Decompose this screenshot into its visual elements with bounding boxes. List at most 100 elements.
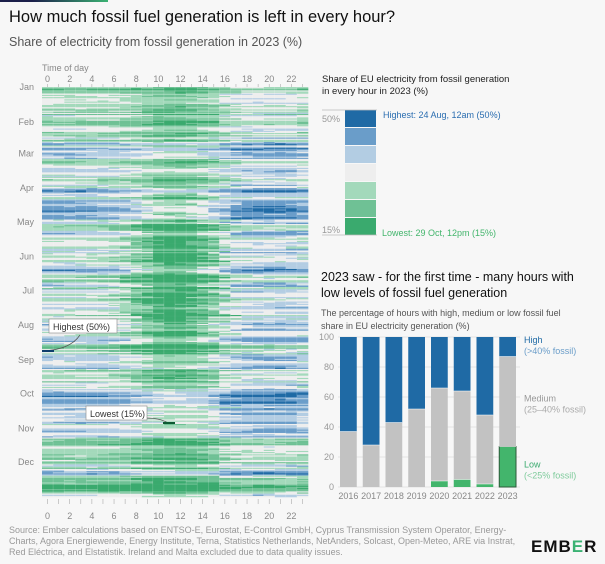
heatmap-cell xyxy=(152,225,187,227)
heatmap-cell xyxy=(163,104,187,107)
heatmap-cell xyxy=(130,107,143,109)
heatmap-cell xyxy=(86,188,98,190)
heatmap-cell xyxy=(86,371,109,373)
heatmap-cell xyxy=(219,242,231,244)
heatmap-cell xyxy=(86,148,109,151)
heatmap-cell xyxy=(252,93,264,96)
heatmap-cell xyxy=(241,189,276,191)
heatmap-cell xyxy=(75,361,87,363)
heatmap-cell xyxy=(285,266,309,269)
heatmap-cell xyxy=(241,464,253,466)
heatmap-cell xyxy=(97,350,109,353)
heatmap-cell xyxy=(42,286,54,289)
heatmap-cell xyxy=(64,432,87,435)
heatmap-cell xyxy=(141,227,176,229)
heatmap-cell xyxy=(186,110,198,113)
heatmap-cell xyxy=(175,467,209,470)
heatmap-cell xyxy=(208,370,220,372)
heatmap-cell xyxy=(219,436,253,438)
heatmap-cell xyxy=(197,472,231,474)
heatmap-cell xyxy=(186,371,209,373)
heatmap-cell xyxy=(274,448,309,451)
heatmap-cell xyxy=(263,350,298,353)
heatmap-cell xyxy=(274,209,287,211)
heatmap-cell xyxy=(86,432,109,435)
heatmap-cell xyxy=(42,256,65,259)
heatmap-cell xyxy=(175,409,209,411)
heatmap-cell xyxy=(252,279,287,281)
heatmap-cell xyxy=(119,377,131,380)
heatmap-cell xyxy=(175,464,198,466)
heatmap-cell xyxy=(274,409,287,411)
heatmap-cell xyxy=(285,239,309,242)
heatmap-cell xyxy=(252,113,264,116)
heatmap-cell xyxy=(130,377,154,380)
heatmap-cell xyxy=(208,87,220,89)
heatmap-cell xyxy=(274,344,309,346)
heatmap-cell xyxy=(263,321,287,324)
heatmap-cell xyxy=(197,237,231,239)
heatmap-cell xyxy=(296,171,309,173)
heatmap-cell xyxy=(64,212,76,215)
heatmap-cell xyxy=(152,106,165,108)
heatmap-cell xyxy=(241,306,276,308)
heatmap-cell xyxy=(130,300,143,302)
heatmap-cell xyxy=(296,456,309,458)
heatmap-cell xyxy=(274,216,287,218)
x-tick-label: 2021 xyxy=(452,491,472,501)
heatmap-cell xyxy=(75,183,98,186)
heatmap-cell xyxy=(163,163,198,165)
heatmap-cell xyxy=(42,446,65,448)
heatmap-cell xyxy=(163,329,198,332)
heatmap-cell xyxy=(274,157,309,160)
heatmap-cell xyxy=(285,177,309,180)
heatmap-cell xyxy=(219,143,242,145)
hour-tick-label: 20 xyxy=(264,511,274,520)
heatmap-cell xyxy=(152,302,176,305)
heatmap-cell xyxy=(252,203,287,206)
heatmap-cell xyxy=(175,216,198,218)
heatmap-cell xyxy=(241,149,253,152)
hour-tick-label: 8 xyxy=(134,511,139,520)
heatmap-cell xyxy=(86,152,109,154)
heatmap-cell xyxy=(197,368,220,371)
heatmap-cell xyxy=(42,345,76,347)
heatmap-cell xyxy=(252,312,276,315)
heatmap-cell xyxy=(141,231,176,234)
heatmap-cell xyxy=(42,230,54,233)
heatmap-cell xyxy=(141,403,154,406)
heatmap-cell xyxy=(152,285,165,288)
heatmap-cell xyxy=(42,359,54,362)
heatmap-cell xyxy=(163,393,187,396)
heatmap-cell xyxy=(130,102,143,105)
heatmap-cell xyxy=(42,267,54,270)
heatmap-cell xyxy=(241,359,264,362)
heatmap-cell xyxy=(119,252,154,254)
heatmap-cell xyxy=(241,311,264,314)
heatmap-cell xyxy=(86,370,98,372)
heatmap-cell xyxy=(241,366,264,369)
y-tick-label: 40 xyxy=(324,422,334,432)
heatmap-cell xyxy=(42,425,54,427)
heatmap-cell xyxy=(130,326,154,328)
heatmap-cell xyxy=(186,438,209,441)
heatmap-cell xyxy=(108,368,120,371)
heatmap-cell xyxy=(230,204,264,207)
heatmap-cell xyxy=(152,87,187,89)
heatmap-cell xyxy=(263,420,287,423)
heatmap-cell xyxy=(296,115,309,117)
heatmap-cell xyxy=(97,299,131,301)
heatmap-cell xyxy=(75,357,109,360)
heatmap-cell xyxy=(186,198,209,200)
heatmap-cell xyxy=(119,137,154,139)
heatmap-cell xyxy=(197,124,220,126)
heatmap-cell xyxy=(296,365,309,367)
heatmap-cell xyxy=(75,167,98,170)
heatmap-cell xyxy=(197,184,231,187)
heatmap-cell xyxy=(42,189,76,191)
heatmap-cell xyxy=(75,462,98,464)
heatmap-cell xyxy=(152,358,187,361)
heatmap-cell xyxy=(230,244,253,246)
heatmap-cell xyxy=(219,194,253,197)
heatmap-cell xyxy=(219,466,231,469)
